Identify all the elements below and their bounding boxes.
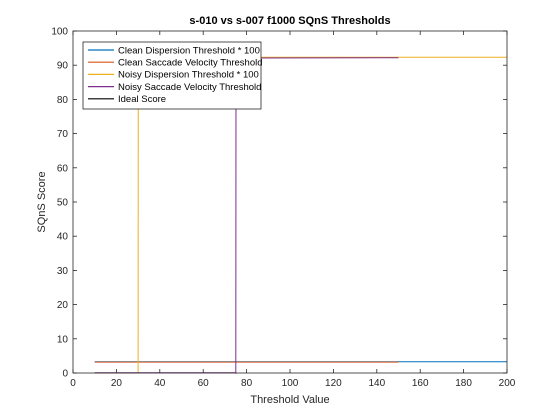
- x-tick-label: 80: [241, 378, 253, 389]
- y-tick-label: 60: [57, 163, 69, 174]
- y-tick-label: 50: [57, 198, 69, 209]
- axes-layer: 0 20 40 60 80 100 120 140 160 180 200 0 10 20 30 40 50 60…: [51, 27, 515, 390]
- x-tick-label: 200: [499, 378, 516, 389]
- legend: Clean Dispersion Threshold * 100 Clean Sa…: [82, 41, 263, 110]
- y-tick-label: 40: [57, 232, 69, 243]
- x-tick-label: 180: [455, 378, 472, 389]
- legend-entry-label: Clean Dispersion Threshold * 100: [118, 45, 260, 56]
- legend-entry-label: Noisy Saccade Velocity Threshold: [118, 82, 261, 93]
- legend-entry-label: Clean Saccade Velocity Threshold: [118, 58, 263, 69]
- x-tick-label: 40: [154, 378, 166, 389]
- y-axis-label: SQnS Score: [36, 171, 48, 232]
- legend-box: [82, 41, 262, 110]
- x-tick-label: 160: [412, 378, 429, 389]
- x-tick-label: 0: [70, 378, 76, 389]
- y-tick-label: 30: [57, 266, 69, 277]
- x-axis-label: Threshold Value: [250, 394, 329, 406]
- y-tick-label: 20: [57, 300, 69, 311]
- y-tick-label: 10: [57, 334, 69, 345]
- y-tick-label: 80: [57, 95, 69, 106]
- y-tick-label: 100: [51, 27, 68, 38]
- x-tick-label: 140: [368, 378, 385, 389]
- legend-entry-label: Noisy Dispersion Threshold * 100: [118, 70, 259, 81]
- legend-entry-label: Ideal Score: [118, 94, 166, 105]
- y-tick-label: 90: [57, 61, 69, 72]
- x-tick-label: 100: [282, 378, 299, 389]
- x-tick-label: 20: [111, 378, 123, 389]
- y-tick-label: 70: [57, 129, 69, 140]
- y-tick-label: 0: [62, 369, 68, 380]
- chart-title: s-010 vs s-007 f1000 SQnS Thresholds: [189, 15, 390, 27]
- x-tick-label: 60: [198, 378, 210, 389]
- x-tick-label: 120: [325, 378, 342, 389]
